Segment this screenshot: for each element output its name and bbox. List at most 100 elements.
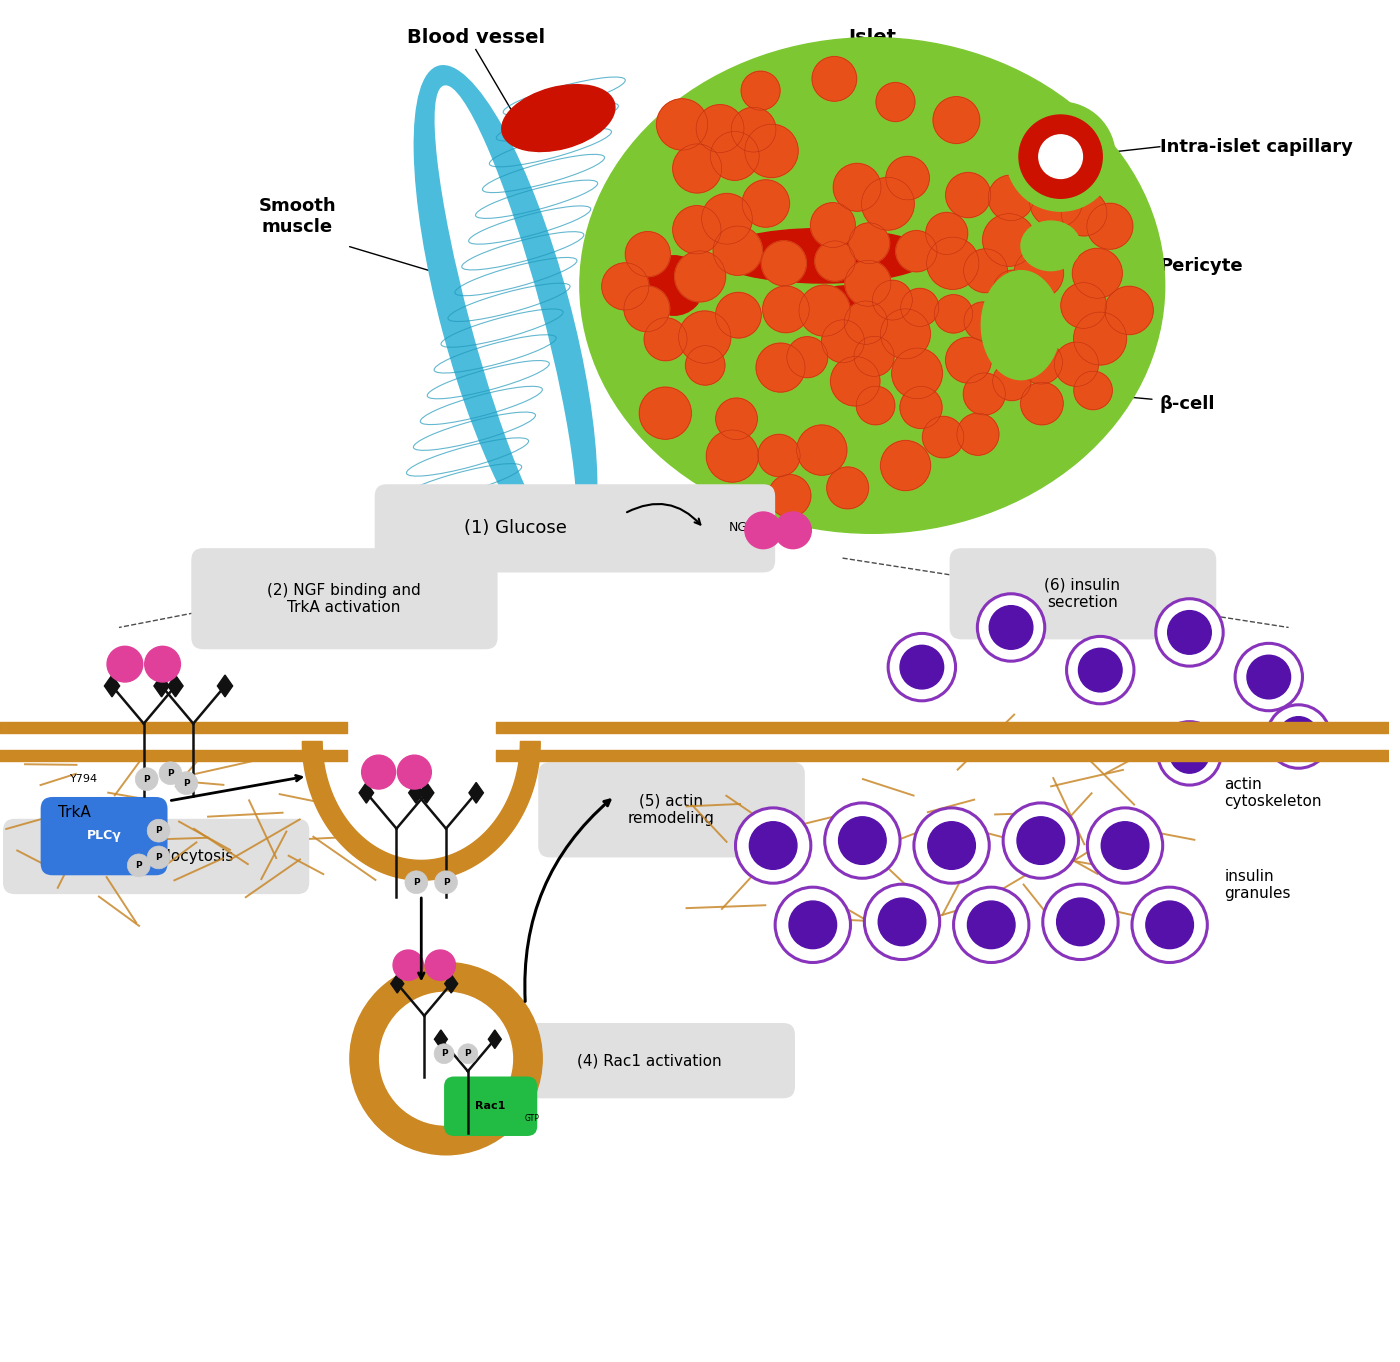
Circle shape xyxy=(1039,135,1082,178)
Circle shape xyxy=(900,289,939,327)
Ellipse shape xyxy=(580,38,1165,534)
Polygon shape xyxy=(302,741,540,880)
Polygon shape xyxy=(469,782,483,804)
Ellipse shape xyxy=(426,486,483,530)
Circle shape xyxy=(144,647,181,682)
Circle shape xyxy=(379,993,512,1125)
Text: GTP: GTP xyxy=(525,1114,540,1122)
Circle shape xyxy=(741,71,780,110)
Text: TrkA: TrkA xyxy=(57,805,91,820)
Text: (3) TrkA endocytosis: (3) TrkA endocytosis xyxy=(78,849,234,864)
Circle shape xyxy=(881,309,931,358)
Circle shape xyxy=(1088,808,1163,883)
Circle shape xyxy=(799,285,850,336)
Circle shape xyxy=(896,230,937,272)
Circle shape xyxy=(956,413,1000,455)
Circle shape xyxy=(640,387,692,439)
Circle shape xyxy=(857,387,895,425)
Text: (2) NGF binding and
TrkA activation: (2) NGF binding and TrkA activation xyxy=(267,583,421,614)
Text: actin
cytoskeleton: actin cytoskeleton xyxy=(1224,776,1322,809)
Circle shape xyxy=(848,223,889,264)
Circle shape xyxy=(1016,817,1064,865)
Text: P: P xyxy=(155,827,162,835)
Circle shape xyxy=(434,1043,454,1064)
Text: P: P xyxy=(465,1049,472,1058)
Circle shape xyxy=(160,761,182,785)
Circle shape xyxy=(776,887,850,963)
Circle shape xyxy=(745,512,781,549)
FancyBboxPatch shape xyxy=(192,548,497,650)
Circle shape xyxy=(790,902,837,948)
Circle shape xyxy=(945,173,991,218)
Circle shape xyxy=(1000,300,1051,351)
Circle shape xyxy=(846,260,890,306)
Circle shape xyxy=(757,434,801,477)
FancyBboxPatch shape xyxy=(538,763,805,858)
Ellipse shape xyxy=(802,286,902,326)
Circle shape xyxy=(833,163,881,211)
Text: β-cell: β-cell xyxy=(1159,395,1215,414)
Circle shape xyxy=(812,57,857,101)
Circle shape xyxy=(963,249,1008,293)
Circle shape xyxy=(1014,249,1064,298)
Circle shape xyxy=(900,387,942,429)
FancyBboxPatch shape xyxy=(3,819,309,893)
Circle shape xyxy=(405,870,428,893)
Polygon shape xyxy=(409,782,423,804)
Circle shape xyxy=(361,755,396,789)
Text: P: P xyxy=(155,853,162,862)
Text: Intra-islet capillary: Intra-islet capillary xyxy=(1159,138,1352,155)
Circle shape xyxy=(672,144,722,193)
Circle shape xyxy=(1086,203,1133,249)
Circle shape xyxy=(993,270,1033,311)
Circle shape xyxy=(1247,655,1291,699)
Polygon shape xyxy=(489,1030,501,1049)
Circle shape xyxy=(686,346,725,385)
Text: Smooth
muscle: Smooth muscle xyxy=(259,196,336,236)
Circle shape xyxy=(1004,804,1078,878)
Circle shape xyxy=(745,124,798,177)
Circle shape xyxy=(1169,734,1210,774)
Text: insulin
granules: insulin granules xyxy=(1224,869,1291,902)
Circle shape xyxy=(106,647,143,682)
Circle shape xyxy=(876,83,916,121)
Text: Pericyte: Pericyte xyxy=(1159,256,1243,275)
Circle shape xyxy=(1235,643,1302,711)
Circle shape xyxy=(990,606,1033,650)
Circle shape xyxy=(1072,248,1123,298)
Circle shape xyxy=(888,633,956,701)
Polygon shape xyxy=(168,676,183,697)
Text: P: P xyxy=(413,877,420,887)
Circle shape xyxy=(878,898,925,945)
Circle shape xyxy=(1043,884,1119,960)
Circle shape xyxy=(742,180,790,227)
Ellipse shape xyxy=(714,229,932,283)
Circle shape xyxy=(147,820,169,842)
Text: Blood vessel: Blood vessel xyxy=(407,29,545,48)
Text: PLCγ: PLCγ xyxy=(87,829,122,842)
Circle shape xyxy=(1133,887,1207,963)
Circle shape xyxy=(715,398,757,440)
Circle shape xyxy=(696,105,743,153)
Circle shape xyxy=(925,212,967,255)
FancyBboxPatch shape xyxy=(949,548,1217,639)
Circle shape xyxy=(147,846,169,869)
Circle shape xyxy=(1078,648,1121,692)
FancyBboxPatch shape xyxy=(375,485,776,572)
Text: (6) insulin
secretion: (6) insulin secretion xyxy=(1044,577,1120,610)
Circle shape xyxy=(657,99,708,150)
Circle shape xyxy=(756,343,805,392)
Circle shape xyxy=(872,281,913,320)
Circle shape xyxy=(393,951,423,981)
Circle shape xyxy=(967,902,1015,948)
Text: Y794: Y794 xyxy=(70,774,98,785)
Ellipse shape xyxy=(981,271,1061,380)
Circle shape xyxy=(1019,340,1063,384)
Text: NGF: NGF xyxy=(728,520,755,534)
Circle shape xyxy=(811,203,855,248)
Circle shape xyxy=(854,336,895,376)
Circle shape xyxy=(797,425,847,475)
Text: Rac1: Rac1 xyxy=(476,1102,505,1111)
Circle shape xyxy=(1278,716,1319,756)
Circle shape xyxy=(1021,383,1063,425)
